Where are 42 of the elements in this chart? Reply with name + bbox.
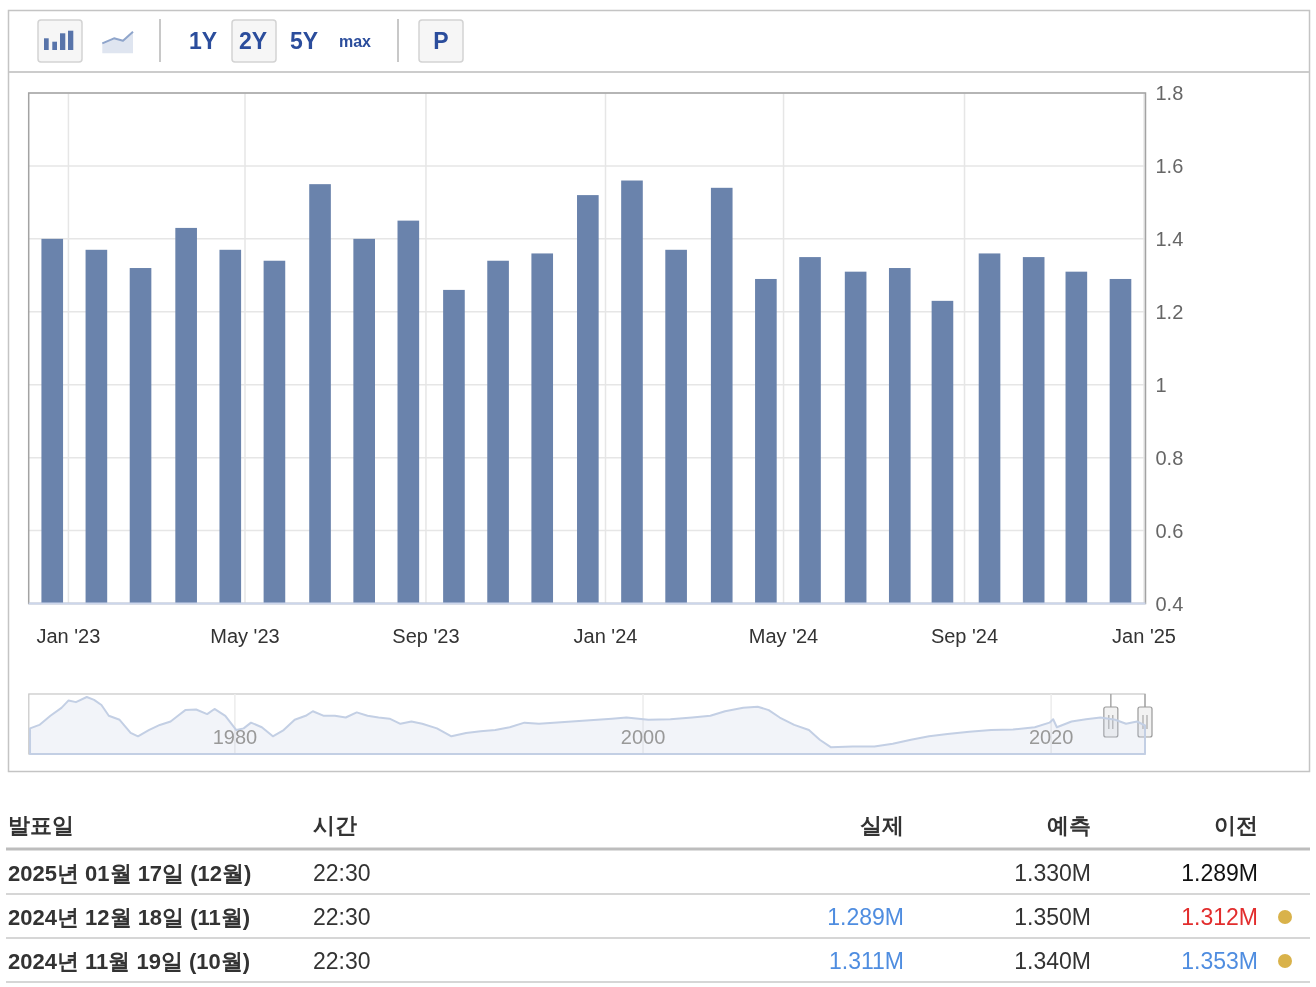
text: 2Y — [238, 28, 268, 54]
text: 1.289M — [1181, 860, 1258, 886]
y-tick-label: 1.6 — [1155, 154, 1184, 177]
text: 이전 — [1214, 812, 1258, 838]
text: 1.311M — [828, 948, 904, 974]
y-tick-label: 0.4 — [1155, 592, 1184, 615]
y-tick-label: 0.8 — [1155, 446, 1184, 469]
text: 22:30 — [313, 904, 371, 930]
y-tick-label: 1.2 — [1155, 300, 1184, 323]
text: 1.289M — [827, 904, 904, 930]
y-tick-label: 1 — [1155, 373, 1167, 396]
text: 22:30 — [313, 948, 371, 974]
y-tick-label: 1.4 — [1155, 227, 1184, 250]
text: 1Y — [188, 28, 218, 54]
x-tick-label: Sep '24 — [930, 625, 999, 647]
text: 2024년 11월 19일 (10월) — [8, 948, 251, 974]
text: 5Y — [289, 28, 319, 54]
x-tick-label: Jan '24 — [573, 625, 638, 647]
text: 발표일 — [8, 812, 74, 838]
text: max — [338, 32, 372, 50]
text: P — [433, 28, 449, 54]
x-tick-label: Sep '23 — [392, 625, 460, 647]
y-tick-label: 1.8 — [1155, 82, 1184, 104]
text: 2024년 12월 18일 (11월) — [8, 904, 251, 930]
text: 2025년 01월 17일 (12월) — [8, 860, 252, 886]
text: 예측 — [1047, 812, 1091, 838]
x-tick-label: Jan '25 — [1112, 625, 1176, 647]
text: 시간 — [313, 812, 357, 838]
text: 1.330M — [1014, 860, 1091, 886]
text: 22:30 — [313, 860, 371, 886]
text: 1.353M — [1181, 948, 1258, 974]
text: 실제 — [860, 812, 904, 838]
x-tick-label: May '23 — [210, 625, 280, 647]
x-tick-label: Jan '23 — [36, 625, 101, 647]
x-tick-label: 2000 — [620, 726, 666, 748]
x-tick-label: 2020 — [1028, 726, 1074, 748]
text: 1.350M — [1014, 904, 1091, 930]
text: 1.340M — [1014, 948, 1091, 974]
text: 1.312M — [1181, 904, 1258, 930]
x-tick-label: 1980 — [212, 726, 258, 748]
y-tick-label: 0.6 — [1155, 519, 1184, 542]
x-tick-label: May '24 — [748, 625, 819, 647]
